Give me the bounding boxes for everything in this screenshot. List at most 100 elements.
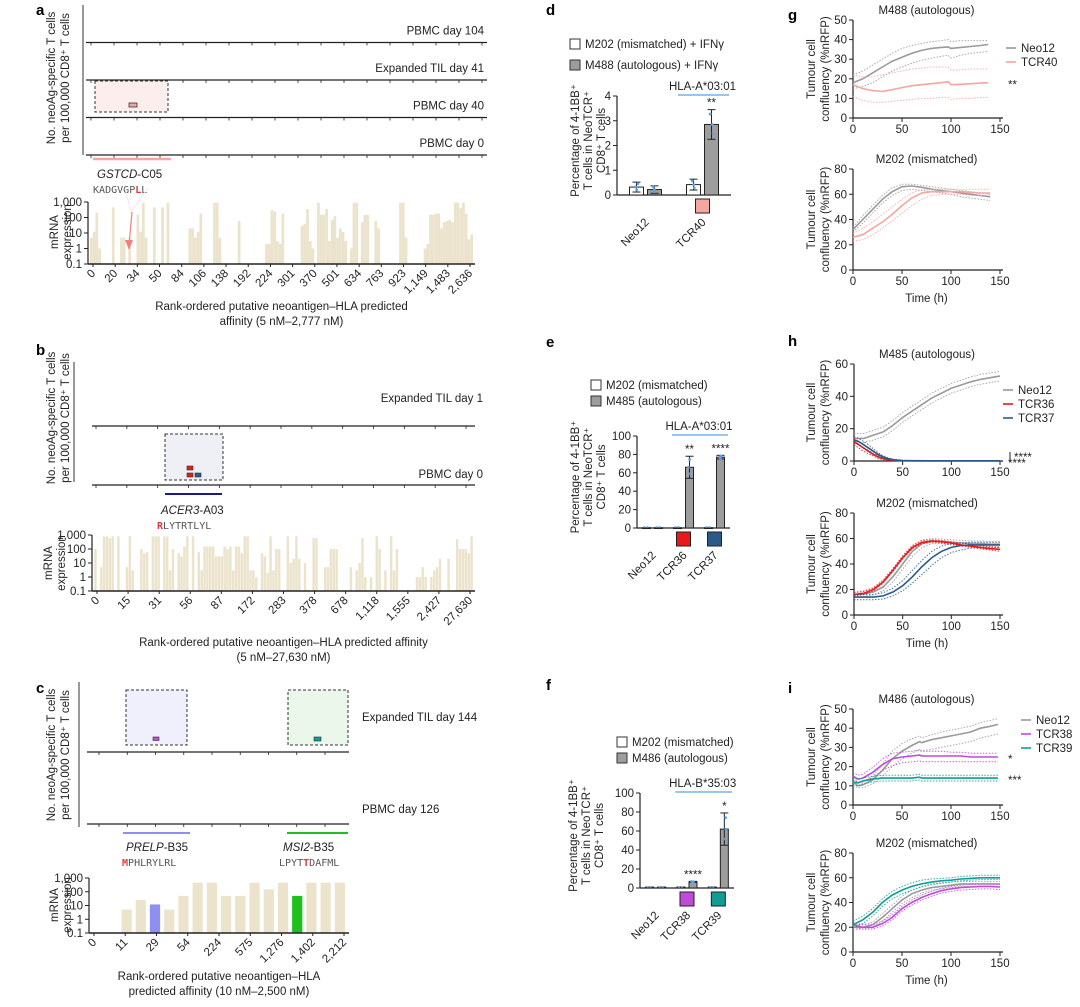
line-chart-title: M202 (mismatched): [876, 498, 978, 510]
mrna-bar: [235, 547, 237, 591]
bar-ytick-label: 80: [618, 449, 631, 461]
mrna-bar: [287, 536, 289, 591]
mrna-bar: [358, 563, 360, 591]
legend-swatch: [617, 753, 627, 763]
mrna-bar: [301, 226, 304, 264]
bar-ytick-label: 20: [618, 505, 631, 517]
mrna-bar: [454, 203, 457, 264]
mrna-xtick-label: 678: [329, 595, 351, 617]
line-chart-title: M202 (mismatched): [876, 838, 978, 850]
mrna-bar: [468, 239, 471, 264]
mrna-bar: [429, 215, 432, 264]
category-label: Neo12: [619, 217, 651, 249]
track-label: PBMC day 104: [407, 26, 485, 38]
line-ytick-label: 20: [834, 762, 847, 774]
line-ytick-label: 0: [841, 265, 847, 277]
bar-ylabel-line: T cells in NeoTCR⁺: [583, 91, 595, 190]
mrna-bar: [320, 215, 323, 264]
mrna-bar: [146, 552, 148, 591]
panel-i2: M202 (mismatched)Tumour cell confluency (…: [806, 838, 1010, 987]
replicate-point: [692, 183, 695, 186]
significance-marker: **: [1008, 80, 1017, 92]
replicate-point: [653, 188, 656, 191]
mrna-bar: [126, 567, 128, 591]
panel-label-c: c: [36, 680, 44, 697]
mrna-ylabel-line: mRNA: [49, 215, 61, 249]
mrna-bar: [244, 536, 246, 591]
mrna-xtick-label: 56: [178, 595, 196, 613]
mrna-bar: [335, 549, 337, 591]
mrna-bar: [447, 559, 449, 591]
series-ci-lower-TCR40: [853, 194, 990, 241]
legend-label: TCR40: [1021, 57, 1057, 69]
panel-label-b: b: [36, 342, 45, 359]
series-ci-upper-Neo12: [853, 882, 1000, 925]
line-ytick-label: 0: [842, 456, 848, 468]
residue: L: [205, 521, 211, 532]
mrna-bar: [164, 910, 174, 933]
track-label: PBMC day 0: [419, 138, 484, 150]
mrna-bar: [95, 213, 98, 264]
mrna-bar: [265, 244, 268, 264]
line-ytick-label: 10: [834, 781, 847, 793]
mrna-bar: [221, 556, 223, 591]
mrna-bar: [306, 209, 309, 264]
mrna-bar: [100, 567, 102, 591]
track-ylabel: No. neoAg-specific T cells per 100,000 CD…: [46, 11, 72, 144]
mrna-bar: [457, 203, 460, 264]
line-ytick-label: 0: [841, 947, 847, 959]
legend-swatch: [617, 737, 627, 747]
mrna-bar: [437, 214, 440, 264]
category-label: Neo12: [626, 550, 658, 582]
legend-swatch: [570, 60, 580, 70]
line-ytick-label: 60: [835, 534, 848, 546]
mrna-xtick-label: 1,483: [424, 268, 453, 297]
mrna-xtick-label: 50: [147, 268, 165, 286]
figure-canvas: abcdefghiNo. neoAg-specific T cells per 1…: [0, 0, 1080, 1007]
mrna-bar: [462, 549, 464, 591]
line-xtick-label: 50: [896, 621, 909, 633]
bar-ytick-label: 100: [615, 788, 634, 800]
mrna-bar: [424, 577, 426, 591]
mrna-bar: [255, 577, 257, 591]
line-ylabel-line: Tumour cell: [806, 190, 818, 250]
clone-marker: [153, 737, 159, 741]
track-ylabel-line: per 100,000 CD8⁺ T cells: [60, 690, 72, 820]
mrna-bar: [154, 536, 156, 591]
line-ylabel-line: confluency (%nRFP): [820, 850, 832, 956]
mrna-bar: [470, 536, 472, 591]
line-ytick-label: 40: [834, 898, 847, 910]
mrna-xtick-label: 11: [113, 937, 130, 954]
mrna-bar: [426, 244, 429, 264]
line-ylabel: Tumour cell confluency (%nRFP): [806, 16, 832, 122]
line-ylabel-line: confluency (%nRFP): [820, 16, 832, 122]
mrna-bar: [377, 228, 380, 264]
residue: L: [333, 858, 339, 869]
mrna-bar: [390, 536, 392, 591]
mrna-bar: [163, 536, 165, 591]
legend-swatch: [591, 380, 601, 390]
mrna-bar: [459, 549, 461, 591]
panel-h1: M485 (autologous)Tumour cell confluency (…: [806, 349, 1054, 479]
mrna-bar: [339, 228, 342, 264]
mrna-ytick-label: 0.1: [67, 928, 83, 940]
line-ytick-label: 40: [834, 723, 847, 735]
mrna-xtick-label: 0: [85, 268, 98, 281]
bar-ytick-label: 0: [628, 883, 634, 895]
line-xtick-label: 100: [941, 811, 960, 823]
line-ylabel: Tumour cell confluency (%nRFP): [806, 704, 832, 810]
mrna-bar-highlight: [292, 896, 302, 933]
mrna-bar: [279, 244, 282, 264]
mrna-bar: [213, 203, 216, 264]
line-xtick-label: 150: [990, 467, 1009, 479]
mrna-bar: [361, 538, 363, 591]
track-ylabel-line: No. neoAg-specific T cells: [46, 11, 58, 144]
mrna-bar: [123, 238, 126, 264]
mrna-bar: [459, 208, 462, 264]
mrna-xtick-label: 138: [209, 268, 231, 290]
category-label: TCR37: [686, 550, 720, 584]
line-ytick-label: 50: [834, 15, 847, 27]
legend-label: M202 (mismatched) + IFNγ: [585, 39, 724, 51]
category-label: TCR40: [674, 217, 708, 251]
mrna-bar: [145, 238, 148, 264]
